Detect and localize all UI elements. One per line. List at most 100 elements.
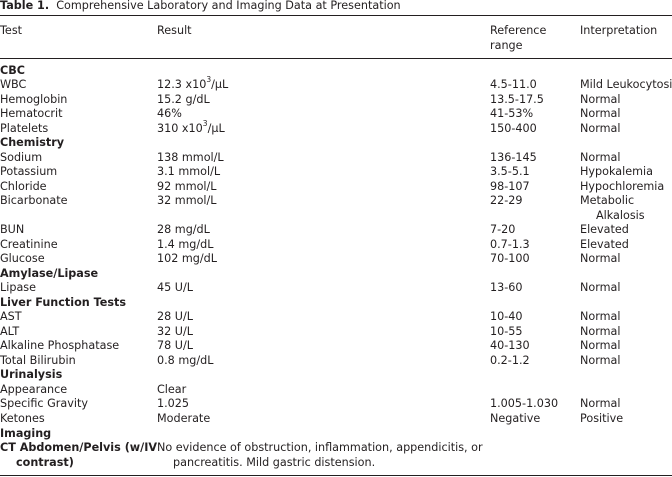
result-value: 310 x103/μL	[157, 119, 225, 137]
result-value: Moderate	[157, 412, 211, 425]
result-value: 28 mg/dL	[157, 223, 210, 236]
result-value: 28 U/L	[157, 310, 193, 323]
reference-range: 3.5-5.1	[490, 165, 530, 178]
result-value: 46%	[157, 107, 182, 120]
reference-range: 41-53%	[490, 107, 534, 120]
result-value: 32 U/L	[157, 325, 193, 338]
result-value: 92 mmol/L	[157, 180, 217, 193]
caption-label: Table 1.	[0, 0, 50, 12]
interpretation: Normal	[580, 354, 621, 367]
test-name: CT Abdomen/Pelvis (w/IV contrast)	[0, 441, 157, 470]
reference-range: 150-400	[490, 122, 537, 135]
result-value: Clear	[157, 383, 187, 396]
reference-range: 0.7-1.3	[490, 238, 530, 251]
test-name: Alkaline Phosphatase	[0, 339, 120, 352]
header-reference: Reference range	[490, 24, 546, 53]
interpretation: Normal	[580, 325, 621, 338]
header-reference-line2: range	[490, 38, 523, 52]
test-name: Potassium	[0, 165, 58, 178]
section-heading: Urinalysis	[0, 368, 63, 381]
result-value: 138 mmol/L	[157, 151, 224, 164]
interpretation-line2: Alkalosis	[596, 208, 645, 222]
test-name: ALT	[0, 325, 20, 338]
section-heading: CBC	[0, 64, 25, 77]
header-interpretation: Interpretation	[580, 24, 658, 37]
interpretation: Normal	[580, 281, 621, 294]
test-name-line2: contrast)	[16, 455, 74, 469]
test-name: Bicarbonate	[0, 194, 68, 207]
section-heading: Imaging	[0, 427, 52, 440]
result-value: No evidence of obstruction, inflammation…	[157, 441, 483, 470]
reference-range: Negative	[490, 412, 541, 425]
result-value: 102 mg/dL	[157, 252, 218, 265]
reference-range: 1.005-1.030	[490, 397, 559, 410]
interpretation: Positive	[580, 412, 624, 425]
interpretation: Hypochloremia	[580, 180, 665, 193]
test-name: Ketones	[0, 412, 45, 425]
reference-range: 70-100	[490, 252, 530, 265]
result-line2: pancreatitis. Mild gastric distension.	[173, 455, 376, 469]
interpretation: Mild Leukocytosis	[580, 78, 672, 91]
interpretation: Normal	[580, 252, 621, 265]
interpretation: Elevated	[580, 223, 629, 236]
result-value: 3.1 mmol/L	[157, 165, 221, 178]
header-rule	[0, 58, 672, 59]
test-name: Sodium	[0, 151, 43, 164]
result-value-base: 12.3 x10	[157, 78, 207, 91]
interpretation: Normal	[580, 107, 621, 120]
reference-range: 136-145	[490, 151, 537, 164]
test-name: BUN	[0, 223, 25, 236]
interpretation: Normal	[580, 397, 621, 410]
test-name: Lipase	[0, 281, 37, 294]
test-name: Appearance	[0, 383, 68, 396]
interpretation: Normal	[580, 151, 621, 164]
result-value-unit: /μL	[211, 78, 229, 91]
result-value-exponent: 3	[206, 75, 212, 85]
test-name: Specific Gravity	[0, 397, 88, 410]
reference-range: 7-20	[490, 223, 516, 236]
table-caption: Table 1. Comprehensive Laboratory and Im…	[0, 0, 401, 14]
caption-text: Comprehensive Laboratory and Imaging Dat…	[56, 0, 401, 12]
interpretation: Hypokalemia	[580, 165, 653, 178]
interpretation: Normal	[580, 310, 621, 323]
section-heading: Chemistry	[0, 136, 65, 149]
result-value: 1.4 mg/dL	[157, 238, 214, 251]
result-value-unit: /μL	[207, 122, 225, 135]
test-name: AST	[0, 310, 22, 323]
test-name: Chloride	[0, 180, 47, 193]
result-value: 78 U/L	[157, 339, 193, 352]
interpretation: Elevated	[580, 238, 629, 251]
reference-range: 4.5-11.0	[490, 78, 537, 91]
test-name: Glucose	[0, 252, 45, 265]
reference-range: 13.5-17.5	[490, 93, 544, 106]
test-name: Hematocrit	[0, 107, 63, 120]
section-heading: Amylase/Lipase	[0, 267, 99, 280]
test-name: Hemoglobin	[0, 93, 68, 106]
result-value: 12.3 x103/μL	[157, 75, 229, 93]
reference-range: 13-60	[490, 281, 523, 294]
section-heading: Liver Function Tests	[0, 296, 127, 309]
result-value: 1.025	[157, 397, 190, 410]
header-reference-line1: Reference	[490, 24, 547, 37]
result-value: 0.8 mg/dL	[157, 354, 214, 367]
top-rule	[0, 15, 672, 16]
test-name-line1: CT Abdomen/Pelvis (w/IV	[0, 441, 158, 454]
test-name: WBC	[0, 78, 27, 91]
interpretation: Metabolic Alkalosis	[580, 194, 645, 223]
test-name: Platelets	[0, 122, 49, 135]
result-value: 45 U/L	[157, 281, 193, 294]
reference-range: 22-29	[490, 194, 523, 207]
result-line1: No evidence of obstruction, inflammation…	[157, 441, 483, 454]
header-result: Result	[157, 24, 192, 37]
result-value: 15.2 g/dL	[157, 93, 210, 106]
reference-range: 98-107	[490, 180, 530, 193]
reference-range: 10-55	[490, 325, 523, 338]
result-value-base: 310 x10	[157, 122, 203, 135]
interpretation: Normal	[580, 339, 621, 352]
result-value-exponent: 3	[202, 119, 208, 129]
interpretation: Normal	[580, 93, 621, 106]
reference-range: 40-130	[490, 339, 530, 352]
test-name: Creatinine	[0, 238, 58, 251]
result-value: 32 mmol/L	[157, 194, 217, 207]
